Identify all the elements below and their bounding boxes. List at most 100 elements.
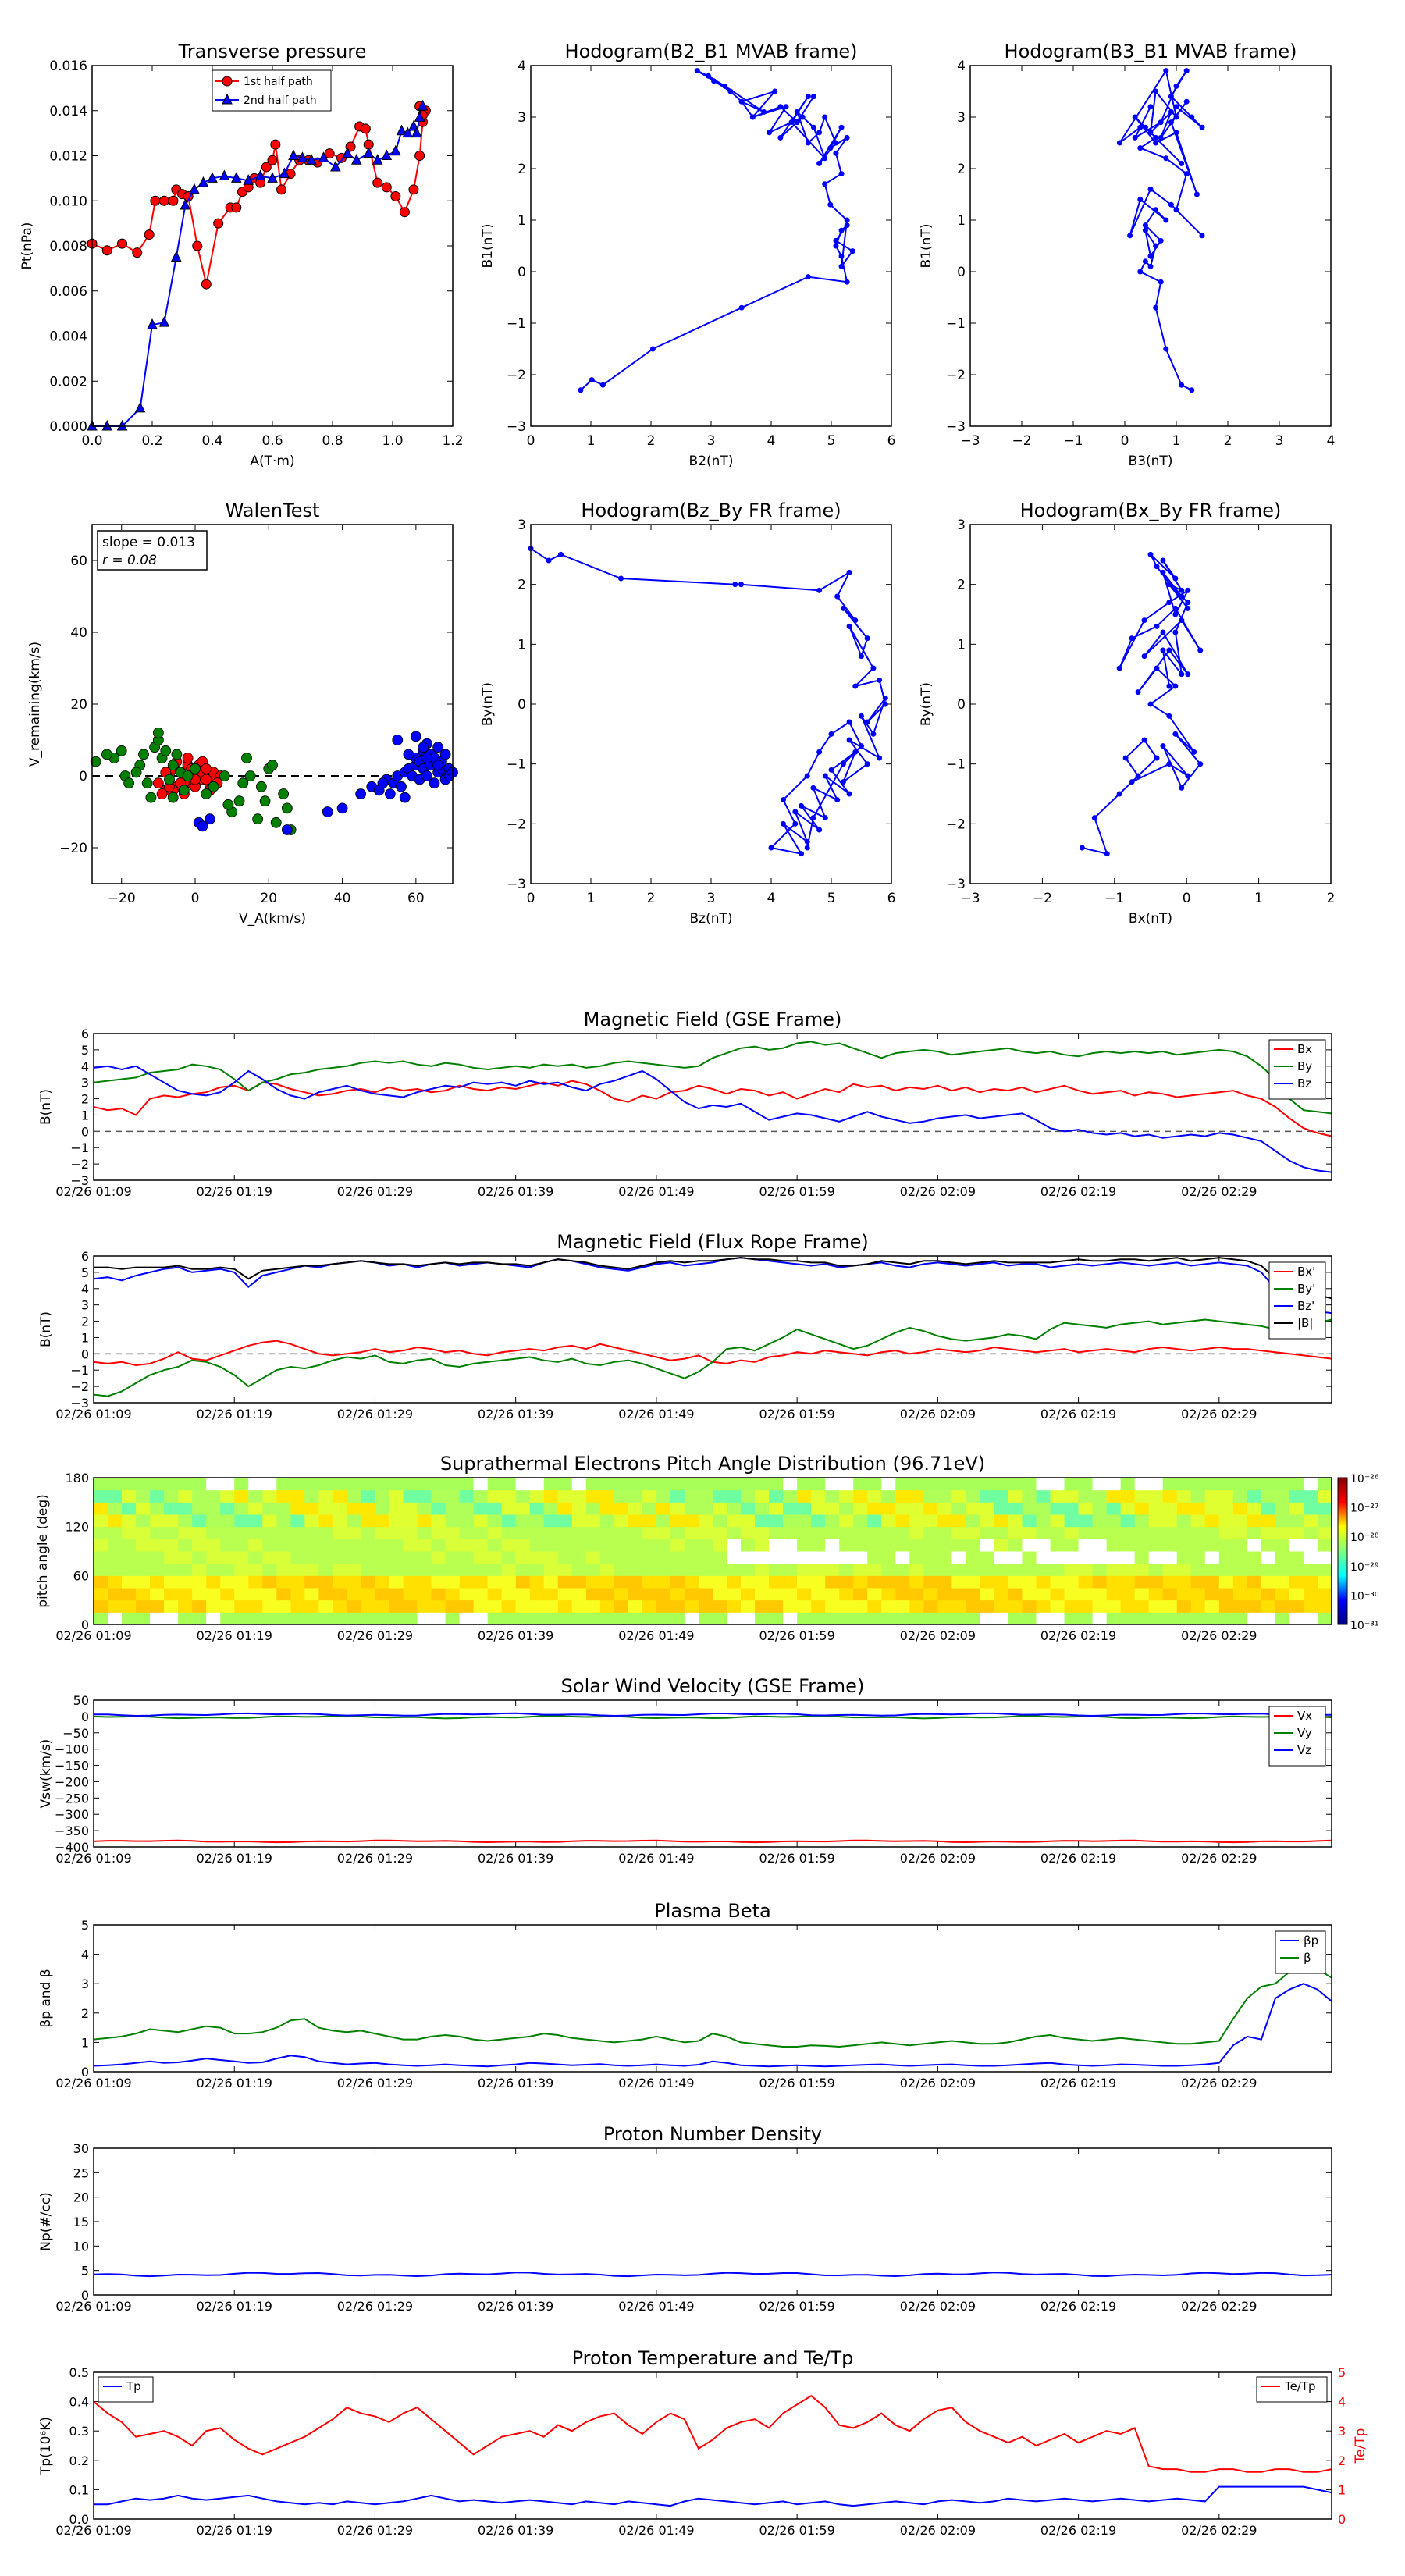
x-tick-label: 02/26 02:29: [1181, 2076, 1257, 2090]
heatmap-cell: [599, 1526, 615, 1539]
y-right-tick-label: 3: [1338, 2424, 1346, 2439]
heatmap-cell: [1008, 1478, 1023, 1491]
heatmap-cell: [853, 1539, 868, 1552]
heatmap-cell: [599, 1478, 615, 1491]
heatmap-cell: [164, 1599, 179, 1613]
y-tick-label: 5: [81, 1043, 89, 1058]
heatmap-cell: [1176, 1514, 1192, 1528]
heatmap-cell: [515, 1478, 531, 1491]
heatmap-cell: [684, 1489, 699, 1503]
heatmap-cell: [206, 1551, 221, 1564]
y-tick-label: 0.0: [69, 2512, 89, 2527]
heatmap-cell: [403, 1539, 418, 1552]
heatmap-cell: [811, 1612, 826, 1625]
heatmap-cell: [839, 1478, 854, 1491]
heatmap-cell: [333, 1612, 347, 1625]
series-line: [93, 2394, 1332, 2473]
heatmap-cell: [599, 1502, 615, 1515]
heatmap-cell: [1247, 1526, 1262, 1539]
heatmap-cell: [881, 1526, 896, 1539]
heatmap-cell: [1134, 1575, 1150, 1589]
heatmap-cell: [248, 1599, 263, 1613]
heatmap-cell: [206, 1539, 221, 1552]
data-point: [777, 104, 784, 110]
heatmap-cell: [94, 1575, 108, 1589]
heatmap-cell: [1008, 1551, 1023, 1564]
y-tick-label: 3: [518, 518, 526, 533]
heatmap-cell: [571, 1575, 587, 1589]
data-point: [838, 227, 845, 233]
y-right-axis-label: Te/Tp: [1353, 2428, 1368, 2464]
y-tick-label: 0: [81, 2065, 89, 2080]
heatmap-cell: [783, 1575, 798, 1589]
x-tick-label: 02/26 01:49: [618, 2076, 694, 2090]
heatmap-cell: [1008, 1526, 1023, 1539]
data-point: [1137, 124, 1144, 130]
data-point: [255, 781, 267, 792]
y-tick-label: 0.5: [69, 2365, 89, 2380]
legend-label: Bx: [1297, 1042, 1312, 1056]
legend-label: β: [1304, 1951, 1311, 1965]
data-point: [297, 151, 308, 162]
x-tick-label: 02/26 01:19: [197, 2523, 272, 2538]
heatmap-cell: [783, 1478, 798, 1491]
heatmap-cell: [515, 1563, 531, 1576]
y-axis-label: B(nT): [38, 1311, 54, 1347]
data-point: [749, 114, 756, 120]
data-point: [1173, 207, 1179, 213]
heatmap-cell: [1303, 1514, 1318, 1528]
hodogram-path: [530, 547, 887, 856]
data-point: [432, 760, 444, 771]
heatmap-cell: [656, 1478, 671, 1491]
heatmap-cell: [361, 1514, 375, 1528]
data-point: [1153, 304, 1159, 311]
y-tick-label: −1: [507, 316, 526, 332]
chart-title: Proton Number Density: [603, 2123, 822, 2145]
x-tick-label: 02/26 01:29: [337, 2523, 413, 2538]
heatmap-cell: [1036, 1551, 1051, 1564]
data-point: [230, 172, 242, 183]
heatmap-cell: [1289, 1478, 1304, 1491]
y-axis-label: V_remaining(km/s): [27, 642, 43, 767]
x-tick-label: 3: [1275, 433, 1284, 449]
data-point: [1158, 279, 1164, 285]
heatmap-cell: [599, 1551, 615, 1564]
heatmap-cell: [164, 1588, 179, 1601]
data-point: [1179, 785, 1185, 791]
heatmap-cell: [1289, 1599, 1304, 1613]
heatmap-cell: [670, 1478, 685, 1491]
x-tick-label: 02/26 01:59: [759, 2076, 834, 2090]
heatmap-cell: [1204, 1539, 1220, 1552]
heatmap-cell: [1261, 1526, 1276, 1539]
data-point: [422, 753, 432, 763]
chart-title: Hodogram(Bz_By FR frame): [581, 500, 841, 521]
plot-frame: [969, 65, 1332, 427]
data-point: [381, 149, 393, 160]
y-tick-label: −1: [70, 1140, 89, 1155]
heatmap-cell: [895, 1502, 910, 1515]
heatmap-cell: [684, 1612, 699, 1625]
heatmap-cell: [1078, 1478, 1094, 1491]
heatmap-cell: [94, 1563, 108, 1576]
x-tick-label: 02/26 01:39: [478, 1628, 553, 1643]
heatmap-cell: [150, 1612, 165, 1625]
heatmap-cell: [585, 1539, 601, 1552]
heatmap-cell: [769, 1575, 784, 1589]
heatmap-cell: [614, 1563, 629, 1576]
x-tick-label: 02/26 02:19: [1040, 1184, 1116, 1199]
data-point: [804, 838, 810, 845]
heatmap-cell: [1162, 1478, 1178, 1491]
heatmap-cell: [192, 1514, 207, 1528]
heatmap-cell: [713, 1563, 727, 1576]
data-point: [1173, 130, 1179, 136]
heatmap-cell: [825, 1563, 840, 1576]
data-point: [182, 753, 194, 763]
heatmap-cell: [234, 1599, 249, 1613]
heatmap-cell: [825, 1502, 840, 1515]
heatmap-cell: [220, 1489, 235, 1503]
data-point: [1141, 737, 1147, 743]
heatmap-cell: [1190, 1502, 1206, 1515]
heatmap-cell: [571, 1489, 587, 1503]
legend-box: [1268, 1261, 1326, 1340]
heatmap-cell: [966, 1575, 980, 1589]
